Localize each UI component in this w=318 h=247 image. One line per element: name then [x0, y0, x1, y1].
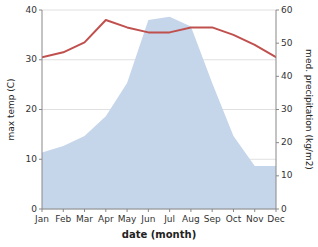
y2-tick-label: 40: [281, 71, 293, 81]
y2-tick: [276, 43, 279, 44]
y-tick-label: 0: [31, 204, 37, 214]
x-axis-line: [42, 209, 276, 210]
line: [42, 20, 276, 57]
x-tick: [127, 209, 128, 212]
x-tick-label: May: [118, 214, 137, 224]
x-tick: [84, 209, 85, 212]
x-tick: [190, 209, 191, 212]
x-tick-label: Aug: [182, 214, 200, 224]
y2-tick-label: 20: [281, 137, 293, 147]
y-tick: [39, 59, 42, 60]
x-tick: [233, 209, 234, 212]
plot-area: [42, 17, 276, 209]
y-tick-label: 10: [26, 154, 38, 164]
axes: 0 10 20 30 40 0 10 20 30 40 50 60 Jan Feb Mar Apr MayJun…: [26, 5, 293, 225]
x-tick-label: Oct: [226, 214, 242, 224]
x-tick-label: Nov: [246, 214, 264, 224]
y-axis-title: max temp (C): [6, 78, 16, 140]
y-tick: [39, 10, 42, 11]
grid-line: [42, 10, 276, 11]
x-tick: [169, 209, 170, 212]
y2-tick-label: 30: [281, 104, 293, 114]
y-tick-label: 40: [26, 5, 38, 15]
x-axis-title: date (month): [122, 229, 196, 240]
y2-tick: [276, 109, 279, 110]
grid: [42, 10, 276, 209]
y2-tick-label: 60: [281, 5, 293, 15]
y2-axis-title: med. precipitation (kg/m2): [304, 49, 314, 170]
y2-tick: [276, 142, 279, 143]
y-tick-label: 20: [26, 104, 38, 114]
y2-tick: [276, 76, 279, 77]
y2-tick-label: 10: [281, 170, 293, 180]
y-tick-label: 30: [26, 54, 38, 64]
x-tick-label: Jul: [163, 214, 175, 224]
x-tick: [254, 209, 255, 212]
y-tick: [39, 109, 42, 110]
y-tick: [39, 159, 42, 160]
y2-tick: [276, 10, 279, 11]
x-tick: [42, 209, 43, 212]
x-tick: [212, 209, 213, 212]
area: [42, 17, 276, 209]
x-tick-label: Apr: [98, 214, 114, 224]
x-tick: [276, 209, 277, 212]
chart: 0 10 20 30 40 0 10 20 30 40 50 60 Jan Feb Mar Apr MayJun…: [0, 0, 318, 247]
x-tick: [148, 209, 149, 212]
x-tick-label: Jun: [140, 214, 155, 224]
y2-tick-label: 50: [281, 38, 293, 48]
x-tick-label: Sep: [204, 214, 221, 224]
x-tick-label: Dec: [267, 214, 284, 224]
x-tick: [63, 209, 64, 212]
grid-line: [42, 209, 276, 210]
y2-tick-label: 0: [281, 204, 287, 214]
x-tick-label: Feb: [55, 214, 71, 224]
x-tick: [105, 209, 106, 212]
x-tick-label: Jan: [34, 214, 49, 224]
x-tick-label: Mar: [76, 214, 93, 224]
y2-tick: [276, 175, 279, 176]
